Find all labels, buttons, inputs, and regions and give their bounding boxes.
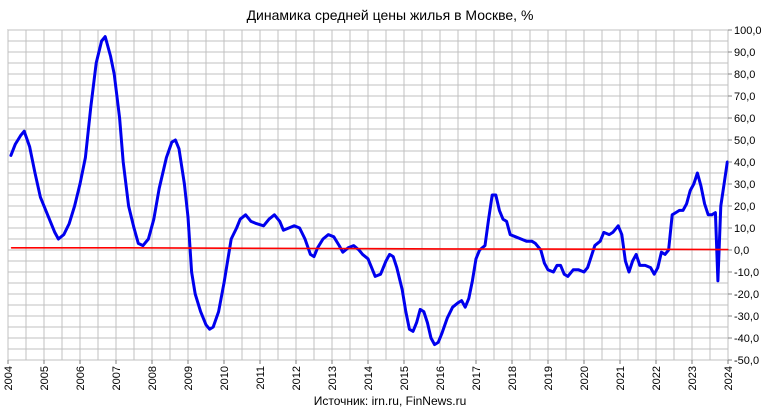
y-tick-label: 90,0: [734, 47, 755, 59]
chart-title: Динамика средней цены жилья в Москве, %: [247, 7, 534, 23]
x-tick-label: 2006: [75, 366, 87, 390]
series-layer: [9, 35, 729, 347]
x-tick-label: 2015: [399, 366, 411, 390]
x-tick-label: 2017: [471, 366, 483, 390]
x-tick-label: 2010: [219, 366, 231, 390]
x-tick-label: 2023: [687, 366, 699, 390]
y-axis: 100,0 90,0 80,0 70,0 60,0 50,0 40,0 30,0 20,0 10,…: [728, 25, 762, 367]
y-tick-label: 50,0: [734, 135, 755, 147]
source-note: Источник: irn.ru, FinNews.ru: [314, 394, 467, 408]
y-tick-label: 60,0: [734, 113, 755, 125]
series-line-baseline: [10, 247, 729, 251]
x-tick-label: 2004: [3, 366, 15, 390]
y-tick-label: 20,0: [734, 201, 755, 213]
y-tick-label: 100,0: [734, 25, 762, 37]
y-tick-label: -40,0: [734, 333, 759, 345]
series-line-price-change: [9, 35, 729, 347]
y-tick-label: 80,0: [734, 69, 755, 81]
x-tick-label: 2019: [543, 366, 555, 390]
y-tick-label: -30,0: [734, 311, 759, 323]
x-tick-label: 2021: [615, 366, 627, 390]
y-tick-label: 0,0: [734, 245, 749, 257]
x-tick-label: 2009: [183, 366, 195, 390]
y-tick-label: -20,0: [734, 289, 759, 301]
x-tick-label: 2018: [507, 366, 519, 390]
x-tick-label: 2024: [723, 366, 735, 390]
x-tick-label: 2005: [39, 366, 51, 390]
x-tick-label: 2020: [579, 366, 591, 390]
y-tick-label: 40,0: [734, 157, 755, 169]
y-tick-label: 70,0: [734, 91, 755, 103]
y-tick-label: -10,0: [734, 267, 759, 279]
x-tick-label: 2012: [291, 366, 303, 390]
y-tick-label: 30,0: [734, 179, 755, 191]
x-tick-label: 2011: [255, 366, 267, 390]
x-tick-label: 2022: [651, 366, 663, 390]
x-axis: 2004 2005 2006 2007 2008 2009 2010 2011 2012 2013…: [3, 360, 735, 390]
x-tick-label: 2013: [327, 366, 339, 390]
x-tick-label: 2007: [111, 366, 123, 390]
y-tick-label: -50,0: [734, 355, 759, 367]
x-tick-label: 2014: [363, 366, 375, 390]
x-tick-label: 2008: [147, 366, 159, 390]
x-tick-label: 2016: [435, 366, 447, 390]
y-tick-label: 10,0: [734, 223, 755, 235]
